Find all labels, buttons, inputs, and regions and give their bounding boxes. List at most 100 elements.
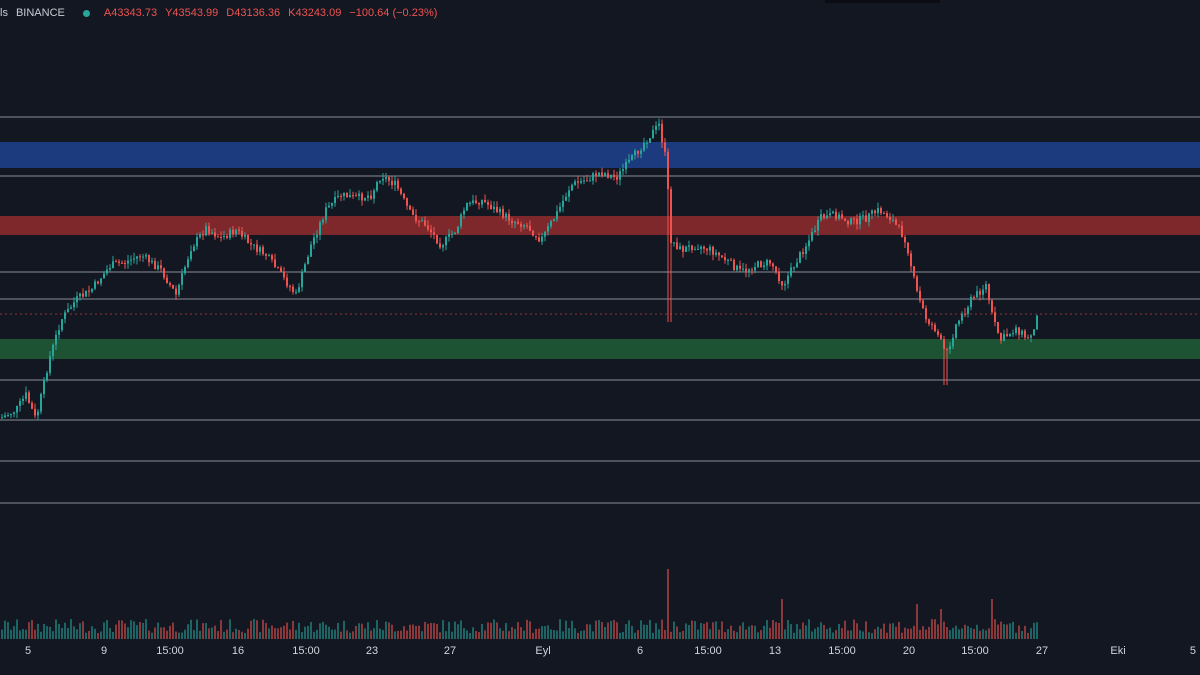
candle-body bbox=[4, 415, 6, 418]
volume-bar bbox=[712, 622, 714, 639]
candle-body bbox=[337, 195, 339, 198]
volume-bar bbox=[553, 630, 555, 639]
candle-body bbox=[277, 267, 279, 269]
candle-body bbox=[229, 229, 231, 238]
volume-bar bbox=[10, 629, 12, 639]
candle-body bbox=[454, 232, 456, 234]
volume-bar bbox=[574, 628, 576, 639]
candle-body bbox=[418, 221, 420, 223]
candle-body bbox=[886, 213, 888, 218]
volume-bar bbox=[394, 631, 396, 639]
volume-bar bbox=[364, 628, 366, 639]
candle-body bbox=[532, 230, 534, 236]
volume-bar bbox=[517, 622, 519, 639]
volume-bar bbox=[439, 632, 441, 639]
volume-bar bbox=[310, 621, 312, 639]
volume-bar bbox=[322, 621, 324, 639]
volume-bar bbox=[967, 626, 969, 639]
symbol-label[interactable]: ls bbox=[0, 7, 8, 19]
volume-bar bbox=[622, 631, 624, 639]
volume-bar bbox=[388, 622, 390, 639]
volume-bar bbox=[511, 627, 513, 639]
volume-bar bbox=[421, 631, 423, 639]
volume-bar bbox=[457, 624, 459, 639]
candle-body bbox=[538, 237, 540, 242]
volume-bar bbox=[4, 620, 6, 639]
candle-body bbox=[115, 261, 117, 263]
volume-bar bbox=[775, 622, 777, 639]
x-tick-label: 15:00 bbox=[961, 645, 989, 657]
volume-bar bbox=[643, 624, 645, 639]
candle-body bbox=[439, 243, 441, 248]
candle-body bbox=[88, 290, 90, 292]
toolbar-fragment bbox=[825, 0, 940, 3]
volume-bar bbox=[196, 619, 198, 639]
exchange-label[interactable]: BINANCE bbox=[15, 7, 65, 19]
candle-body bbox=[514, 221, 516, 224]
volume-bar bbox=[334, 629, 336, 639]
candle-body bbox=[166, 277, 168, 284]
volume-bar bbox=[934, 619, 936, 639]
volume-bar bbox=[208, 628, 210, 639]
volume-bar bbox=[118, 620, 120, 639]
candle-body bbox=[145, 255, 147, 257]
candle-body bbox=[208, 226, 210, 234]
volume-bar bbox=[826, 629, 828, 639]
candle-body bbox=[574, 181, 576, 185]
candle-body bbox=[250, 242, 252, 245]
candle-body bbox=[778, 271, 780, 282]
volume-bar bbox=[535, 628, 537, 639]
candle-body bbox=[397, 180, 399, 189]
volume-bar bbox=[496, 622, 498, 639]
price-chart[interactable] bbox=[0, 0, 1200, 645]
volume-bar bbox=[724, 632, 726, 639]
candle-body bbox=[43, 379, 45, 395]
candle-body bbox=[826, 215, 828, 219]
candle-body bbox=[616, 177, 618, 180]
candle-body bbox=[844, 218, 846, 221]
volume-bar bbox=[148, 630, 150, 639]
candle-body bbox=[925, 308, 927, 320]
volume-bar bbox=[664, 629, 666, 639]
candle-body bbox=[565, 196, 567, 201]
candle-body bbox=[1000, 332, 1002, 341]
candle-body bbox=[715, 252, 717, 255]
volume-bar bbox=[604, 627, 606, 639]
candle-body bbox=[67, 308, 69, 313]
candle-body bbox=[328, 205, 330, 208]
volume-bar bbox=[508, 631, 510, 639]
volume-bar bbox=[565, 620, 567, 639]
candle-body bbox=[295, 291, 297, 293]
volume-bar bbox=[253, 619, 255, 639]
candlestick-series bbox=[1, 118, 1038, 420]
volume-bar bbox=[877, 626, 879, 639]
volume-bar bbox=[964, 624, 966, 639]
candle-body bbox=[598, 172, 600, 177]
volume-bar bbox=[193, 630, 195, 639]
volume-bar bbox=[301, 632, 303, 639]
volume-bar bbox=[949, 630, 951, 639]
candle-body bbox=[808, 240, 810, 247]
candle-body bbox=[91, 288, 93, 292]
candle-body bbox=[331, 203, 333, 206]
candle-body bbox=[427, 225, 429, 230]
candle-body bbox=[373, 190, 375, 199]
volume-bar bbox=[406, 630, 408, 639]
volume-bar bbox=[778, 622, 780, 639]
candle-body bbox=[559, 206, 561, 212]
volume-bar bbox=[373, 628, 375, 639]
volume-bar bbox=[523, 630, 525, 639]
volume-bar bbox=[7, 622, 9, 639]
volume-bar bbox=[991, 599, 993, 639]
volume-bar bbox=[127, 627, 129, 639]
market-status-icon[interactable] bbox=[82, 9, 90, 17]
volume-bar bbox=[178, 632, 180, 639]
volume-bar bbox=[769, 627, 771, 639]
candle-body bbox=[340, 195, 342, 197]
candle-body bbox=[742, 268, 744, 270]
candle-body bbox=[448, 233, 450, 237]
volume-bar bbox=[583, 630, 585, 639]
candle-body bbox=[238, 229, 240, 231]
candle-body bbox=[553, 219, 555, 222]
volume-bar bbox=[817, 627, 819, 639]
